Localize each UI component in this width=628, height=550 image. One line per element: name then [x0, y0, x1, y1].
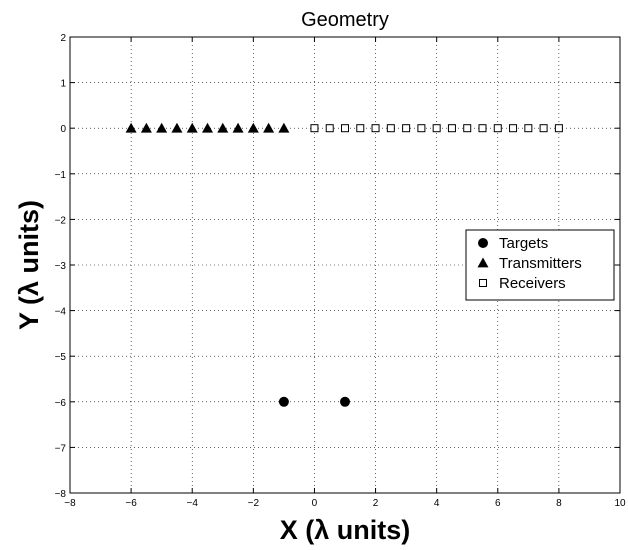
point-transmitters — [186, 122, 198, 133]
legend-label-transmitters: Transmitters — [499, 255, 582, 272]
series-targets — [278, 396, 350, 407]
y-tick-label: −2 — [55, 215, 67, 226]
point-transmitters — [247, 122, 259, 133]
point-targets — [340, 396, 350, 407]
chart-title: Geometry — [301, 9, 389, 31]
point-transmitters — [171, 122, 183, 133]
grid — [70, 37, 620, 493]
legend: Targets Transmitters Receivers — [465, 229, 615, 301]
legend-marker-receivers — [479, 279, 487, 287]
point-receivers — [386, 124, 395, 133]
y-tick-label: −5 — [55, 352, 67, 363]
y-axis-label: Y (λ units) — [14, 200, 44, 330]
point-receivers — [402, 124, 411, 133]
y-tick-label: 0 — [60, 124, 66, 135]
point-receivers — [463, 124, 472, 133]
x-tick-label: 6 — [495, 498, 501, 509]
legend-item-receivers: Receivers — [479, 275, 566, 292]
point-receivers — [341, 124, 349, 133]
y-tick-label: −8 — [55, 489, 67, 500]
y-tick-label: −7 — [55, 443, 67, 454]
y-tick-label: 2 — [60, 33, 66, 44]
x-axis-label: X (λ units) — [280, 515, 411, 545]
point-targets — [278, 396, 289, 407]
point-receivers — [417, 124, 426, 133]
legend-item-transmitters: Transmitters — [477, 255, 582, 272]
legend-label-targets: Targets — [499, 235, 548, 252]
y-tick-label: −3 — [55, 261, 67, 272]
point-transmitters — [278, 122, 290, 133]
point-transmitters — [156, 122, 168, 133]
x-tick-label: 0 — [312, 498, 318, 509]
x-tick-label: −8 — [64, 498, 76, 509]
point-receivers — [325, 124, 334, 133]
point-transmitters — [217, 122, 229, 133]
y-tick-label: −1 — [55, 170, 67, 181]
legend-item-targets: Targets — [478, 235, 548, 252]
x-tick-label: −4 — [187, 498, 199, 509]
x-tick-label: 2 — [373, 498, 379, 509]
point-transmitters — [263, 122, 275, 133]
legend-label-receivers: Receivers — [499, 275, 566, 292]
legend-marker-transmitters — [477, 257, 489, 268]
x-tick-label: −6 — [125, 498, 137, 509]
point-receivers — [447, 124, 456, 133]
y-tick-label: −6 — [55, 398, 67, 409]
point-transmitters — [125, 122, 137, 133]
x-tick-label: 8 — [556, 498, 562, 509]
legend-marker-targets — [478, 238, 488, 248]
point-receivers — [478, 124, 487, 133]
point-transmitters — [232, 122, 244, 133]
x-tick-label: −2 — [248, 498, 260, 509]
point-receivers — [554, 124, 563, 133]
series-transmitters — [125, 122, 290, 133]
x-tick-label: 4 — [434, 498, 440, 509]
x-tick-label: 10 — [614, 498, 626, 509]
series-receivers — [310, 124, 563, 133]
point-receivers — [493, 124, 502, 133]
axis-ticks: −8 −6 −4 −2 0 2 4 6 8 10 −8 −7 −6 −5 −4 −3 −2 −1 0 1 2 — [55, 33, 626, 509]
point-receivers — [539, 124, 548, 133]
y-tick-label: −4 — [55, 307, 67, 318]
y-tick-label: 1 — [60, 79, 66, 90]
legend-box — [465, 229, 615, 301]
point-receivers — [509, 124, 518, 133]
point-transmitters — [202, 122, 213, 133]
point-receivers — [432, 124, 441, 133]
data-points — [125, 122, 563, 407]
point-receivers — [356, 124, 365, 133]
point-receivers — [524, 124, 533, 133]
point-transmitters — [140, 122, 152, 133]
point-receivers — [371, 124, 380, 133]
point-receivers — [310, 124, 319, 133]
